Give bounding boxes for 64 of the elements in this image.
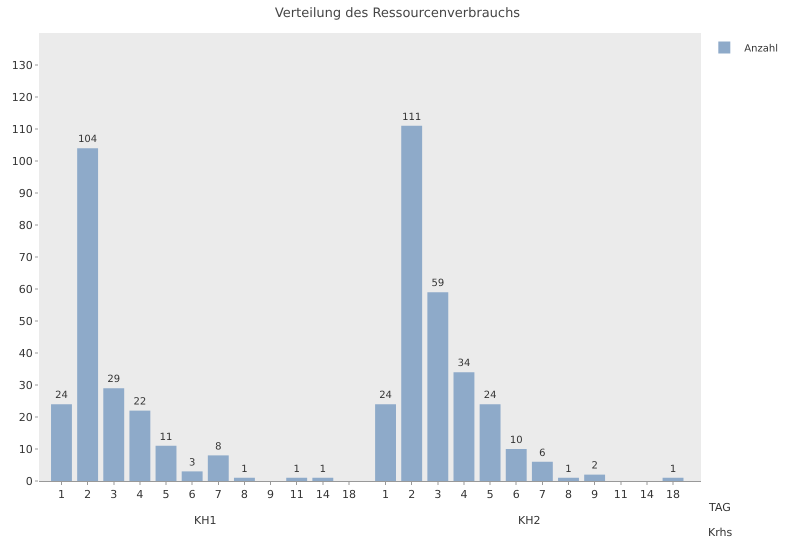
data-label: 3 [188,457,196,468]
y-tick-label: 50 [18,314,33,328]
x-tick-label: 3 [110,488,118,502]
x-tick-label: 4 [136,488,144,502]
data-label: 1 [670,464,676,475]
data-label: 111 [402,112,422,123]
x-tick-label: 2 [408,488,416,502]
x-tick-label: 18 [342,488,356,502]
data-label: 24 [379,390,392,402]
data-label: 22 [134,396,146,408]
y-tick-label: 0 [26,474,33,488]
data-label: 1 [241,464,248,475]
y-tick-label: 110 [12,122,33,136]
x-tick-label: 5 [162,488,170,502]
x-tick-label: 2 [84,488,92,502]
y-tick-label: 130 [12,58,33,72]
x-tick-label: 5 [486,488,494,502]
y-tick-label: 70 [18,250,33,264]
data-label: 2 [591,460,598,472]
data-label: 6 [539,448,546,459]
x-tick-label: 1 [58,488,65,502]
x-tick-label: 9 [267,488,274,502]
data-label: 29 [107,374,120,386]
data-label: 34 [458,358,470,370]
x-tick-label: 4 [460,488,468,502]
data-label: 1 [294,464,300,475]
data-label: 59 [431,278,444,290]
x-tick-label: 8 [565,488,572,502]
legend-label: Anzahl [744,43,778,54]
data-label: 1 [565,464,572,475]
y-tick-label: 40 [18,346,33,360]
y-tick-label: 20 [18,410,33,424]
chart-title: Verteilung des Ressourcenverbrauchs [274,6,520,22]
x-tick-label: 18 [666,488,680,502]
x-tick-label: 11 [290,488,304,502]
data-label: 8 [215,441,222,452]
x-tick-label: 14 [640,488,654,502]
x-tick-label: 6 [512,488,520,502]
y-tick-label: 80 [18,218,33,232]
text: KH1 [194,514,216,527]
data-label: 1 [320,464,326,475]
x-tick-label: 14 [316,488,330,502]
x-tick-label: 8 [240,488,248,502]
text: Krhs [708,526,733,539]
y-tick-label: 10 [18,442,33,456]
y-tick-label: 60 [18,282,33,296]
y-tick-label: 90 [18,186,33,200]
x-tick-label: 7 [214,488,222,502]
x-tick-label: 9 [591,488,598,502]
data-label: 24 [55,390,68,402]
x-axis-title: TAG [708,501,731,514]
data-label: 11 [160,432,172,443]
y-tick-label: 120 [12,90,33,104]
x-tick-label: 11 [614,488,628,502]
y-tick-label: 30 [18,378,33,392]
x-tick-label: 7 [538,488,546,502]
x-tick-label: 6 [188,488,196,502]
data-label: 10 [510,435,523,446]
data-label: 24 [484,390,496,402]
text: KH2 [518,514,540,527]
x-tick-label: 1 [382,488,390,502]
data-label: 104 [78,134,98,146]
y-tick-label: 100 [12,154,33,168]
x-tick-label: 3 [434,488,442,502]
